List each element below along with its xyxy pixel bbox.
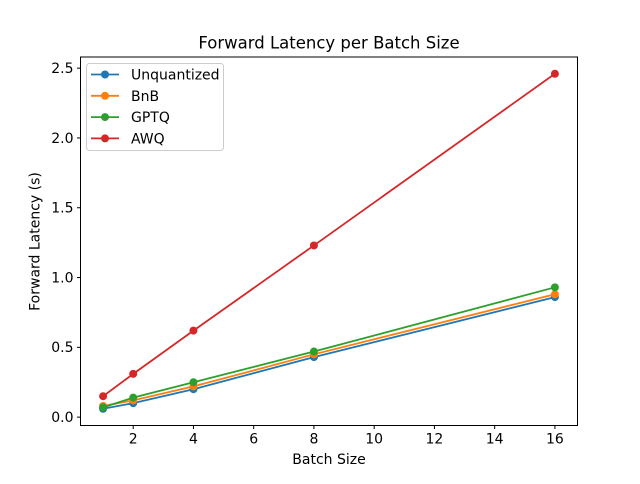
- chart-title: Forward Latency per Batch Size: [198, 34, 459, 53]
- data-point-awq: [550, 69, 559, 78]
- x-tick-label: 4: [189, 432, 198, 448]
- y-tick-label: 1.0: [51, 270, 73, 286]
- x-tick-label: 2: [129, 432, 138, 448]
- legend-swatch-marker: [101, 70, 109, 79]
- data-point-awq: [189, 326, 198, 335]
- series-line-bnb: [102, 293, 556, 407]
- plot-area: 2 4 6 8 10 12 14 16 0.0 0.5 1.0 1.5 2.0 2.5 Unquantize…: [51, 56, 578, 448]
- y-tick-label: 2.0: [51, 131, 73, 147]
- x-tick-label: 14: [486, 432, 504, 448]
- data-point-gptq: [129, 393, 138, 402]
- legend-swatch-marker: [101, 91, 109, 100]
- legend-box: [86, 63, 224, 151]
- y-tick-label: 1.5: [51, 201, 73, 217]
- data-point-awq: [309, 241, 318, 250]
- axes-spines: [80, 56, 578, 426]
- y-tick-label: 0.5: [51, 340, 73, 356]
- legend-swatch-marker: [101, 113, 109, 122]
- x-tick-label: 16: [546, 432, 564, 448]
- legend-label-unquantized: Unquantized: [131, 68, 220, 84]
- legend-swatch-marker: [101, 134, 109, 143]
- x-axis-label: Batch Size: [292, 452, 365, 468]
- y-tick-label: 2.5: [51, 61, 73, 77]
- data-point-gptq: [309, 347, 318, 356]
- legend-label-awq: AWQ: [131, 131, 165, 147]
- legend-label-bnb: BnB: [131, 89, 159, 105]
- data-point-awq: [99, 392, 108, 401]
- data-point-gptq: [189, 378, 198, 387]
- x-tick-label: 6: [249, 432, 258, 448]
- data-point-gptq: [550, 283, 559, 292]
- y-tick-label: 0.0: [51, 410, 73, 426]
- x-tick-label: 10: [365, 432, 383, 448]
- data-point-bnb: [550, 290, 559, 299]
- x-tick-label: 12: [426, 432, 444, 448]
- data-point-gptq: [99, 403, 108, 412]
- x-tick-label: 8: [309, 432, 318, 448]
- y-axis-label: Forward Latency (s): [28, 172, 44, 311]
- legend-label-gptq: GPTQ: [131, 110, 170, 126]
- data-point-awq: [129, 369, 138, 378]
